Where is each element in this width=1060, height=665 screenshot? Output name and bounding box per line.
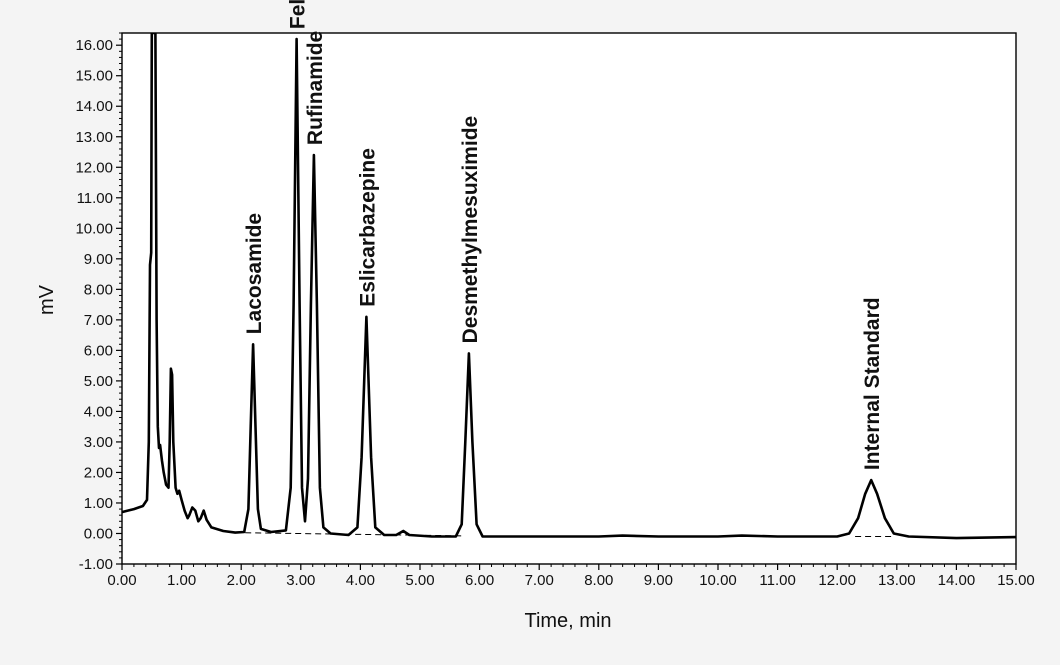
x-tick-label: 11.00 <box>759 572 795 589</box>
y-tick-label: 1.00 <box>84 495 113 512</box>
x-tick-label: 2.00 <box>227 572 256 589</box>
y-tick-label: 14.00 <box>75 98 113 115</box>
baseline-dashed-line <box>235 532 465 537</box>
plot-frame <box>121 32 1017 565</box>
y-tick-label: 5.00 <box>84 373 113 390</box>
y-tick-label: 3.00 <box>84 434 113 451</box>
y-tick-label: 7.00 <box>84 312 113 329</box>
peak-label: Internal Standard <box>861 297 884 470</box>
y-tick-label: 0.00 <box>84 525 113 542</box>
x-tick-label: 5.00 <box>405 572 434 589</box>
x-tick-label: 0.00 <box>107 572 136 589</box>
series-layer <box>122 33 1016 540</box>
x-tick-label: 9.00 <box>644 572 673 589</box>
y-tick-label: 2.00 <box>84 464 113 481</box>
y-tick-label: 12.00 <box>75 159 113 176</box>
y-tick-label: 15.00 <box>75 68 113 85</box>
y-tick-label: -1.00 <box>79 556 113 573</box>
x-tick-label: 1.00 <box>167 572 196 589</box>
x-axis: 0.00 1.00 2.00 3.00 4.00 5.00 6.00 7.00 8.00 9.00… <box>107 564 1035 589</box>
y-tick-label: 9.00 <box>84 251 113 268</box>
peak-label: Felbamate <box>287 0 310 29</box>
y-tick-label: 6.00 <box>84 342 113 359</box>
annotation-layer: Lacosamide FelbamateRufinamide Eslicarbaze… <box>243 0 884 470</box>
y-axis-title: mV <box>36 284 58 315</box>
y-axis: -1.00 0.00 1.00 2.00 3.00 4.00 5.00 6.00 7.00 8.0… <box>75 32 122 573</box>
x-tick-label: 15.00 <box>997 572 1035 589</box>
x-tick-label: 8.00 <box>584 572 613 589</box>
y-tick-label: 8.00 <box>84 281 113 298</box>
peak-label: Eslicarbazepine <box>356 148 379 307</box>
x-tick-label: 10.00 <box>699 572 737 589</box>
peak-label: Lacosamide <box>243 213 266 334</box>
x-tick-label: 14.00 <box>938 572 976 589</box>
x-tick-label: 4.00 <box>346 572 375 589</box>
x-tick-label: 7.00 <box>525 572 554 589</box>
x-tick-label: 6.00 <box>465 572 494 589</box>
y-tick-label: 11.00 <box>77 190 113 207</box>
x-tick-label: 13.00 <box>878 572 916 589</box>
x-tick-label: 12.00 <box>818 572 856 589</box>
x-axis-title: Time, min <box>524 610 611 632</box>
y-tick-label: 16.00 <box>75 37 113 54</box>
chromatogram-trace <box>122 33 1016 540</box>
x-tick-label: 3.00 <box>286 572 315 589</box>
y-tick-label: 10.00 <box>75 220 113 237</box>
peak-label: Rufinamide <box>304 31 327 145</box>
peak-label: Desmethylmesuximide <box>459 116 482 344</box>
y-tick-label: 13.00 <box>75 129 113 146</box>
plot-area <box>121 32 1017 565</box>
y-tick-label: 4.00 <box>84 403 113 420</box>
